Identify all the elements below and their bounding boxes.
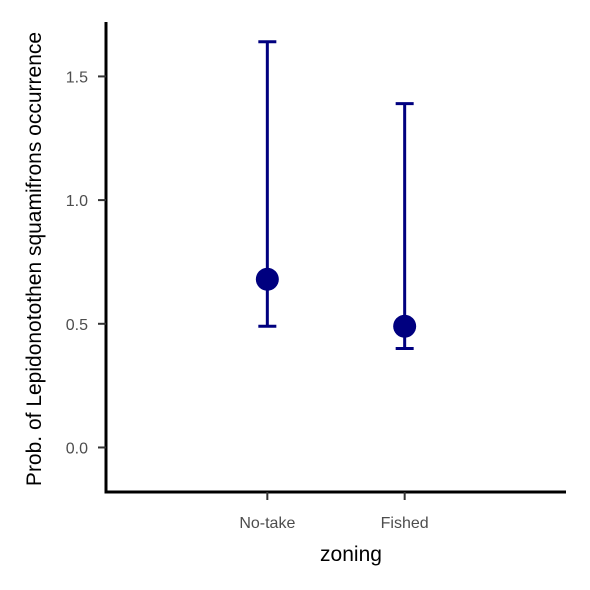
y-tick-label: 1.5 — [66, 69, 88, 86]
data-marks — [255, 40, 417, 351]
y-axis-title: Prob. of Lepidonotothen squamifrons occu… — [23, 32, 46, 486]
data-point — [255, 267, 279, 291]
y-tick-label: 0.5 — [66, 317, 88, 334]
y-tick-label: 1.0 — [66, 193, 88, 210]
y-tick-label: 0.0 — [66, 440, 88, 457]
axes: 0.0 0.5 1.0 1.5 No-take Fished — [66, 22, 566, 532]
data-point — [393, 314, 417, 338]
x-tick-label: No-take — [239, 515, 295, 532]
x-axis-title: zoning — [320, 543, 382, 566]
x-tick-label: Fished — [381, 515, 429, 532]
